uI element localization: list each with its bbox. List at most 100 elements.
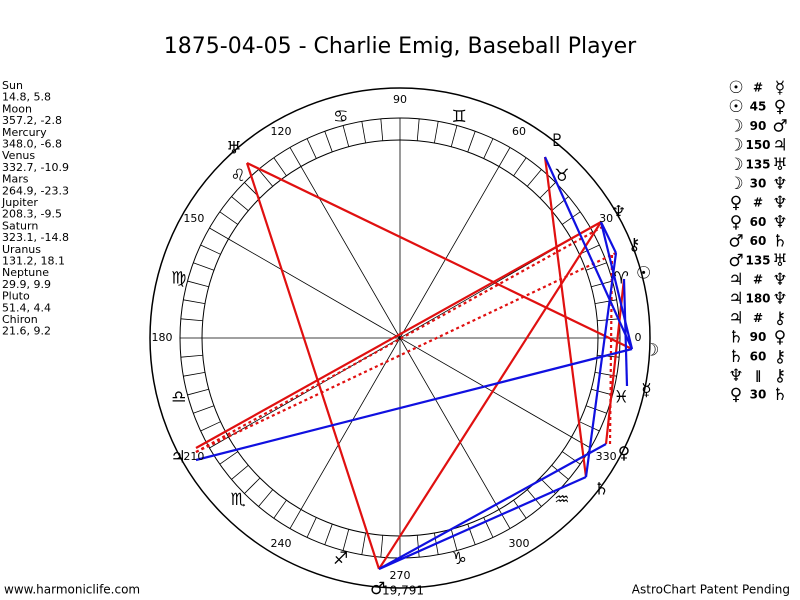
degree-tick [193,405,215,414]
degree-tick [551,196,569,212]
aspect-to: ⚷ [774,308,786,328]
planet-glyph: ♂ [370,579,385,599]
aspect-from: ♀ [730,212,742,232]
aspect-to: ♆ [772,270,787,290]
degree-tick [361,121,367,144]
aspect-lines [195,156,634,571]
aspect-from: ♂ [728,232,743,252]
aspect-line [600,221,617,254]
degree-tick [467,131,476,153]
degree-label: 300 [509,537,530,550]
degree-tick [231,464,249,480]
degree-ticks [180,118,620,558]
planet-position: 51.4, 4.4 [2,301,51,314]
degree-tick [361,532,367,555]
aspect-to: ☿ [775,78,785,98]
aspect-to: ♆ [772,289,787,309]
aspect-type: 30 [750,177,767,191]
degree-tick [450,529,458,551]
planet-position: 357.2, -2.8 [2,114,62,127]
aspect-type: 135 [745,157,770,171]
planet-glyph: ♆ [611,202,626,222]
aspect-to: ♄ [772,232,787,252]
aspect-type: 90 [750,330,767,344]
degree-label: 270 [390,569,411,582]
labels: 0 30 60 90 120 150 180 210 240 270 300 330 ♈ ♉ ♊ ♋ ♌ ♍ ♎ ♏ ♐… [1,78,788,599]
aspect-line [622,278,629,387]
aspect-type: 30 [750,388,767,402]
degree-tick [324,131,333,153]
degree-label: 0 [635,331,642,344]
degree-tick [380,535,384,558]
aspect-to: ⚷ [774,347,786,367]
aspect-line [245,162,381,570]
degree-tick [273,499,287,519]
aspect-to: ♂ [772,116,787,136]
degree-tick [180,318,203,322]
aspect-from: ♆ [728,366,743,386]
degree-label: 60 [512,125,526,138]
aspect-line [378,443,607,570]
title: 1875-04-05 - Charlie Emig, Baseball Play… [164,34,637,59]
zodiac-sign: ♎ [171,387,186,407]
planet-glyph: ☉ [636,264,651,284]
degree-tick [591,388,613,396]
degree-tick [597,318,620,322]
zodiac-sign: ♑ [452,549,467,569]
aspect-from: ♃ [728,289,743,309]
degree-tick [200,244,221,255]
planet-glyph: ⚷ [628,235,640,255]
planet-glyph: ☽ [644,340,659,360]
degree-tick [231,196,249,212]
zodiac-sign: ♈ [614,269,629,289]
chart-number: 19,791 [382,584,424,598]
aspect-from: ♄ [728,347,743,367]
aspect-line [543,156,588,478]
planet-position: 14.8, 5.8 [2,91,51,104]
footer-right: AstroChart Patent Pending [632,583,790,597]
aspect-to: ♅ [772,155,787,175]
degree-tick [585,405,607,414]
planet-name: Pluto [2,290,30,303]
planet-glyph: ♇ [550,131,565,151]
planet-position: 323.1, -14.8 [2,231,69,244]
planet-name: Mercury [2,126,47,139]
aspect-line [195,347,633,462]
aspect-type: # [753,311,763,325]
planet-name: Chiron [2,313,38,326]
aspect-line [543,156,634,350]
aspect-from: ♀ [730,385,742,405]
degree-tick [498,147,511,167]
aspect-from: ♃ [728,270,743,290]
degree-tick [289,509,302,529]
aspect-type: ∥ [755,369,761,383]
footer-left: www.harmoniclife.com [4,583,140,597]
degree-tick [258,169,274,187]
aspect-to: ♃ [772,136,787,156]
degree-tick [183,371,206,377]
degree-tick [561,451,581,465]
aspect-line [584,252,618,478]
degree-tick [526,169,542,187]
aspect-type: 135 [745,253,770,267]
planet-glyph: ♅ [226,138,241,158]
aspect-line [378,221,602,570]
aspect-line [195,221,602,449]
degree-label: 120 [271,125,292,138]
degree-tick [498,509,511,529]
degree-tick [342,125,350,147]
degree-tick [585,262,607,271]
aspect-line [195,252,617,453]
aspect-type: # [753,273,763,287]
planet-position: 348.0, -6.8 [2,138,62,151]
degree-tick [380,118,384,141]
planet-position: 29.9, 9.9 [2,278,51,291]
aspect-from: ☽ [728,174,743,194]
degree-tick [551,464,569,480]
aspect-from: ☽ [728,136,743,156]
planet-glyph: ☿ [641,380,651,400]
aspect-from: ☉ [728,78,743,98]
aspect-to: ♀ [774,97,786,117]
degree-label: 90 [393,93,407,106]
